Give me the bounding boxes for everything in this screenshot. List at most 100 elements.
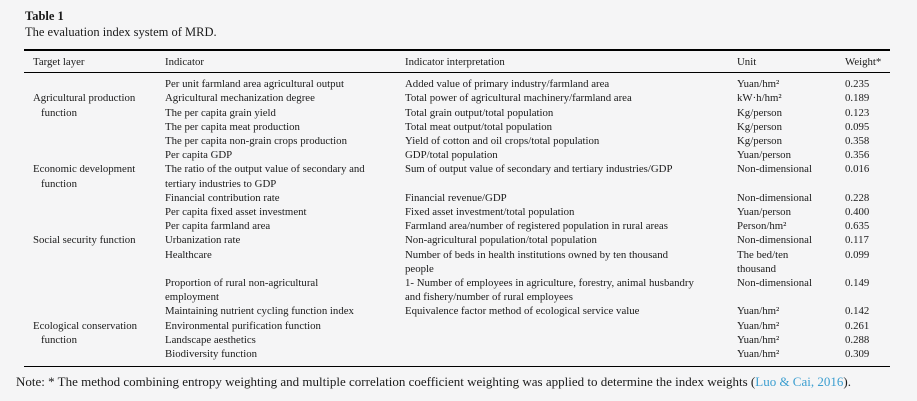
column-header-unit: Unit bbox=[737, 50, 845, 74]
weight-cell: 0.358 bbox=[845, 135, 870, 148]
interpretation-cell: Financial revenue/GDP bbox=[405, 191, 507, 204]
weight-cell: 0.261 bbox=[845, 319, 870, 332]
indicator-cell: Financial contribution rate bbox=[165, 191, 280, 204]
indicator-cell: Proportion of rural non-agricultural emp… bbox=[165, 277, 319, 304]
citation-link[interactable]: Luo & Cai, 2016 bbox=[755, 374, 844, 390]
table-row: Biodiversity function Yuan/hm² 0.309 bbox=[24, 347, 890, 367]
unit-cell: Yuan/person bbox=[737, 149, 791, 162]
unit-cell: Kg/person bbox=[737, 135, 782, 148]
weight-cell: 0.288 bbox=[845, 333, 870, 346]
weight-cell: 0.309 bbox=[845, 348, 870, 361]
weight-cell: 0.189 bbox=[845, 92, 870, 105]
weight-cell: 0.142 bbox=[845, 305, 870, 318]
indicator-cell: Environmental purification function bbox=[165, 319, 321, 332]
interpretation-cell: Yield of cotton and oil crops/total popu… bbox=[405, 135, 600, 148]
header-row: Target layer Indicator Indicator interpr… bbox=[24, 50, 890, 74]
unit-cell: kW·h/hm² bbox=[737, 92, 782, 105]
table-row: Economic development function Per capita… bbox=[24, 148, 890, 189]
interpretation-cell: Number of beds in health institutions ow… bbox=[405, 248, 668, 275]
unit-cell: Yuan/hm² bbox=[737, 348, 780, 361]
weight-cell: 0.228 bbox=[845, 191, 870, 204]
target-layer-cell: Social security function bbox=[24, 219, 165, 304]
indicator-cell: The per capita non-grain crops productio… bbox=[165, 135, 347, 148]
indicator-cell: The ratio of the output value of seconda… bbox=[165, 163, 365, 190]
column-header-target-layer: Target layer bbox=[24, 50, 165, 74]
weight-cell: 0.099 bbox=[845, 248, 870, 261]
target-layer-label: Agricultural production function bbox=[33, 92, 136, 119]
indicator-cell: Maintaining nutrient cycling function in… bbox=[165, 305, 354, 318]
unit-cell: Non-dimensional bbox=[737, 277, 812, 290]
table-caption: The evaluation index system of MRD. bbox=[25, 25, 217, 39]
table-row: Environmental purification function Yuan… bbox=[24, 319, 890, 333]
target-layer-cell: Agricultural production function bbox=[24, 73, 165, 149]
weight-cell: 0.356 bbox=[845, 149, 870, 162]
interpretation-cell: Sum of output value of secondary and ter… bbox=[405, 163, 673, 176]
footnote-text-suffix: ). bbox=[843, 374, 851, 390]
interpretation-cell: Total meat output/total population bbox=[405, 120, 553, 133]
table-footnote: Note: * The method combining entropy wei… bbox=[16, 374, 890, 390]
unit-cell: Yuan/person bbox=[737, 206, 791, 219]
evaluation-index-table: Target layer Indicator Indicator interpr… bbox=[24, 49, 890, 368]
table-row: Agricultural production function Per uni… bbox=[24, 73, 890, 118]
interpretation-cell: GDP/total population bbox=[405, 149, 498, 162]
weight-cell: 0.016 bbox=[845, 163, 870, 176]
table-row: The per capita meat production Total mea… bbox=[24, 120, 890, 134]
indicator-cell: Biodiversity function bbox=[165, 348, 258, 361]
weight-cell: 0.400 bbox=[845, 206, 870, 219]
table-header: Target layer Indicator Indicator interpr… bbox=[24, 50, 890, 74]
column-header-indicator-interpretation: Indicator interpretation bbox=[405, 50, 737, 74]
target-layer-label: Social security function bbox=[33, 234, 136, 247]
unit-cell: Non-dimensional bbox=[737, 234, 812, 247]
indicator-cell: Agricultural mechanization degree bbox=[165, 92, 315, 105]
weight-cell: 0.149 bbox=[845, 277, 870, 290]
column-header-weight: Weight* bbox=[845, 50, 890, 74]
unit-cell: Person/hm² bbox=[737, 220, 787, 233]
table-row: Agricultural mechanization degree Total … bbox=[24, 91, 890, 105]
indicator-cell: Healthcare bbox=[165, 248, 212, 261]
unit-cell: Kg/person bbox=[737, 120, 782, 133]
target-layer-cell: Ecological conservation function bbox=[24, 304, 165, 366]
interpretation-cell bbox=[405, 333, 737, 347]
footnote-text: Note: * The method combining entropy wei… bbox=[16, 374, 756, 390]
unit-cell: The bed/ten thousand bbox=[737, 248, 789, 275]
interpretation-cell: Added value of primary industry/farmland… bbox=[405, 78, 610, 91]
column-header-indicator: Indicator bbox=[165, 50, 405, 74]
unit-cell: Kg/person bbox=[737, 106, 782, 119]
indicator-cell: The per capita grain yield bbox=[165, 106, 276, 119]
table-row: Ecological conservation function Maintai… bbox=[24, 304, 890, 345]
table-row: The per capita grain yield Total grain o… bbox=[24, 106, 890, 120]
interpretation-cell: Farmland area/number of registered popul… bbox=[405, 220, 668, 233]
table-row: Landscape aesthetics Yuan/hm² 0.288 bbox=[24, 333, 890, 347]
indicator-cell: Per capita fixed asset investment bbox=[165, 206, 307, 219]
interpretation-cell bbox=[405, 347, 737, 367]
interpretation-cell: Total power of agricultural machinery/fa… bbox=[405, 92, 632, 105]
table-row: Social security function Per capita farm… bbox=[24, 219, 890, 246]
indicator-cell: The per capita meat production bbox=[165, 120, 300, 133]
indicator-cell: Per capita GDP bbox=[165, 149, 233, 162]
unit-cell: Yuan/hm² bbox=[737, 305, 780, 318]
table-row: Financial contribution rate Financial re… bbox=[24, 191, 890, 205]
indicator-cell: Per unit farmland area agricultural outp… bbox=[165, 78, 344, 91]
table-row: Urbanization rate Non-agricultural popul… bbox=[24, 233, 890, 247]
table-body: Agricultural production function Per uni… bbox=[24, 73, 890, 367]
target-layer-label: Economic development function bbox=[33, 163, 136, 190]
unit-cell: Yuan/hm² bbox=[737, 333, 780, 346]
indicator-cell: Per capita farmland area bbox=[165, 220, 271, 233]
interpretation-cell: Non-agricultural population/total popula… bbox=[405, 234, 597, 247]
weight-cell: 0.635 bbox=[845, 220, 870, 233]
paper-page: Table 1 The evaluation index system of M… bbox=[16, 9, 890, 390]
table-row: The per capita non-grain crops productio… bbox=[24, 134, 890, 148]
indicator-cell: Landscape aesthetics bbox=[165, 333, 256, 346]
interpretation-cell bbox=[405, 319, 737, 333]
unit-cell: Non-dimensional bbox=[737, 191, 812, 204]
target-layer-cell: Economic development function bbox=[24, 148, 165, 219]
weight-cell: 0.117 bbox=[845, 234, 869, 247]
table-row: Healthcare Number of beds in health inst… bbox=[24, 248, 890, 276]
unit-cell: Yuan/hm² bbox=[737, 78, 780, 91]
target-layer-label: Ecological conservation function bbox=[33, 319, 138, 346]
interpretation-cell: 1- Number of employees in agriculture, f… bbox=[405, 277, 694, 304]
table-row: Proportion of rural non-agricultural emp… bbox=[24, 276, 890, 304]
interpretation-cell: Fixed asset investment/total population bbox=[405, 206, 575, 219]
unit-cell: Yuan/hm² bbox=[737, 319, 780, 332]
table-row: Per capita fixed asset investment Fixed … bbox=[24, 205, 890, 219]
